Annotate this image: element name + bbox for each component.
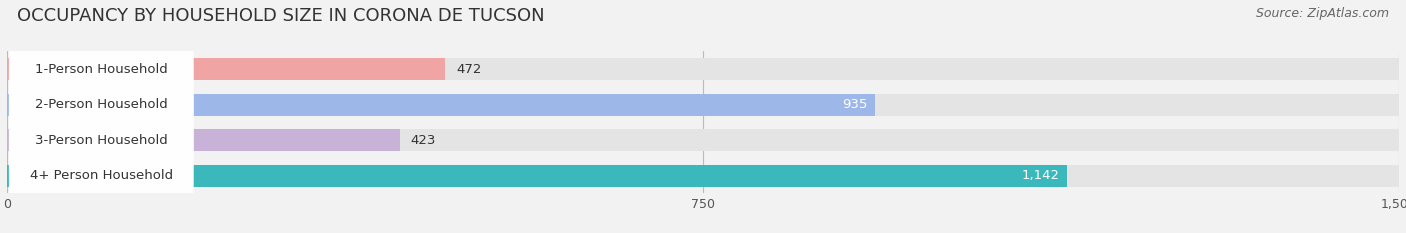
FancyBboxPatch shape: [8, 0, 194, 151]
Bar: [7, 58, 1399, 80]
Text: 423: 423: [411, 134, 436, 147]
Text: Source: ZipAtlas.com: Source: ZipAtlas.com: [1256, 7, 1389, 20]
Text: 3-Person Household: 3-Person Household: [35, 134, 167, 147]
Text: 935: 935: [842, 98, 868, 111]
Bar: [7, 93, 875, 116]
Bar: [7, 93, 1399, 116]
FancyBboxPatch shape: [8, 23, 194, 186]
FancyBboxPatch shape: [8, 94, 194, 233]
Text: 2-Person Household: 2-Person Household: [35, 98, 167, 111]
Text: 4+ Person Household: 4+ Person Household: [30, 169, 173, 182]
Bar: [7, 164, 1399, 187]
Bar: [7, 164, 1067, 187]
Text: OCCUPANCY BY HOUSEHOLD SIZE IN CORONA DE TUCSON: OCCUPANCY BY HOUSEHOLD SIZE IN CORONA DE…: [17, 7, 544, 25]
FancyBboxPatch shape: [8, 58, 194, 222]
Bar: [7, 129, 1399, 151]
Bar: [7, 129, 399, 151]
Text: 1,142: 1,142: [1021, 169, 1059, 182]
Text: 1-Person Household: 1-Person Household: [35, 62, 167, 75]
Text: 472: 472: [456, 62, 481, 75]
Bar: [7, 58, 446, 80]
